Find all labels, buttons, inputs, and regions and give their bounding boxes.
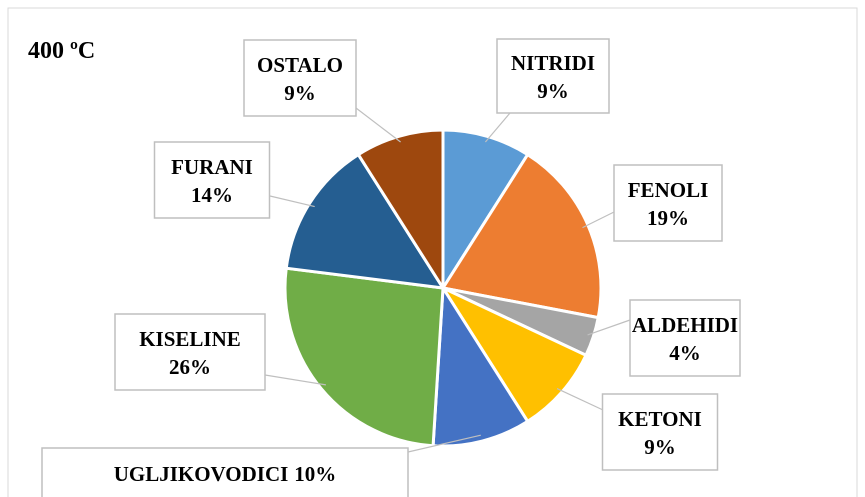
pie-slice [284, 152, 446, 290]
label-name: OSTALO [257, 53, 343, 77]
pie-slice [356, 128, 445, 294]
label-box [613, 164, 723, 242]
leader-line [556, 387, 604, 411]
data-label: KISELINE 26% [139, 327, 241, 379]
data-label: UGLJIKOVODICI 10% [114, 462, 337, 486]
label-name: NITRIDI [511, 51, 595, 75]
data-label: ALDEHIDI 4% [632, 313, 738, 365]
label-name: FURANI [171, 155, 253, 179]
leader-line [587, 319, 631, 336]
label-box [41, 447, 409, 497]
data-label: KETONI 9% [618, 407, 702, 459]
label-name: FENOLI [628, 178, 709, 202]
label-value: 19% [647, 206, 689, 230]
leader-line [484, 112, 511, 143]
leader-line [355, 107, 401, 143]
leader-line [264, 374, 326, 386]
label-value: 9% [644, 435, 676, 459]
label-box [601, 393, 719, 471]
label-value: 9% [284, 81, 316, 105]
label-name: KISELINE [139, 327, 241, 351]
label-box [243, 39, 357, 117]
data-label: OSTALO 9% [257, 53, 343, 105]
label-name: UGLJIKOVODICI [114, 462, 289, 486]
chart-title: 400 ºC [28, 38, 95, 64]
label-value: 4% [669, 341, 701, 365]
data-label: FENOLI 19% [628, 178, 709, 230]
data-label: FURANI 14% [171, 155, 253, 207]
label-box [496, 38, 610, 114]
label-value: 10% [294, 462, 336, 486]
label-box [114, 313, 266, 391]
pie [283, 128, 603, 448]
data-label: NITRIDI 9% [511, 51, 595, 103]
label-box [153, 141, 271, 219]
pie-slice [283, 266, 445, 448]
label-value: 26% [169, 355, 211, 379]
leader-line [269, 195, 315, 208]
label-name: KETONI [618, 407, 702, 431]
pie-slice [438, 284, 588, 424]
label-box [629, 299, 741, 377]
leader-line [582, 211, 615, 229]
label-value: 14% [191, 183, 233, 207]
label-name: ALDEHIDI [632, 313, 738, 337]
pie-slice [441, 128, 530, 294]
label-value: 9% [537, 79, 569, 103]
leader-line [407, 434, 481, 453]
